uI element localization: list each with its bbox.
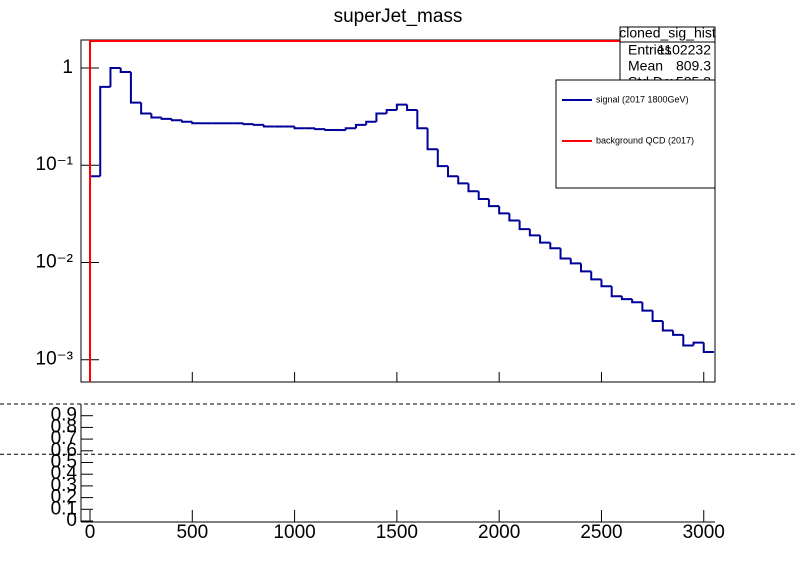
- ratio-y-tick-label: 0: [66, 510, 77, 531]
- histogram-bin: [498, 206, 510, 215]
- histogram-bin: [99, 85, 111, 177]
- ratio-y-tick-label: 0.9: [51, 405, 77, 426]
- histogram-bin: [477, 191, 489, 200]
- legend-label: background QCD (2017): [596, 135, 694, 145]
- histogram-bin: [579, 263, 592, 273]
- ratio-y-tick-label: 0.4: [51, 463, 78, 484]
- ratio-y-tick-label: 0.3: [51, 475, 77, 496]
- histogram-bin: [487, 198, 500, 208]
- x-tick-label: 0: [85, 522, 96, 543]
- histogram-bin: [354, 123, 367, 129]
- histogram-bin: [140, 102, 152, 115]
- histogram-bin: [467, 183, 479, 193]
- histogram-bin: [89, 40, 714, 382]
- ratio-y-tick-label: 0.6: [51, 440, 77, 461]
- stats-value: 809.3: [676, 58, 711, 74]
- ratio-y-tick-label: 0.5: [51, 452, 77, 473]
- x-tick-label: 3000: [683, 522, 725, 543]
- histogram-bin: [170, 118, 183, 122]
- histogram-bin: [262, 124, 275, 128]
- histogram-bin: [661, 321, 674, 332]
- histogram-bin: [569, 258, 581, 265]
- y-tick-label: 1: [62, 57, 73, 78]
- histogram-bin: [129, 71, 142, 104]
- histogram-bin: [252, 123, 264, 126]
- histogram-bin: [344, 127, 356, 131]
- histogram-bin: [119, 67, 131, 73]
- histogram-bin: [150, 113, 162, 119]
- histogram-bin: [682, 334, 694, 347]
- stats-value: 1102232: [658, 42, 712, 58]
- histogram-bin: [181, 120, 193, 123]
- histogram-bin: [631, 299, 643, 304]
- y-tick-label: 10⁻²: [36, 251, 74, 272]
- x-tick-label: 2500: [580, 522, 622, 543]
- chart-title: superJet_mass: [334, 6, 463, 27]
- x-tick-label: 500: [176, 522, 208, 543]
- x-tick-label: 1500: [376, 522, 418, 543]
- series: [89, 40, 714, 382]
- stats-label: Entries: [628, 42, 672, 58]
- histogram-bin: [651, 310, 663, 323]
- histogram-bin: [191, 121, 203, 125]
- histogram-bin: [314, 128, 326, 131]
- histogram-bin: [692, 341, 704, 346]
- ratio-y-tick-label: 0.1: [51, 498, 77, 519]
- histogram-bin: [702, 342, 714, 354]
- histogram-bin: [416, 109, 428, 130]
- histogram-bin: [160, 117, 172, 120]
- histogram-bin: [590, 271, 602, 281]
- histogram-bin: [406, 104, 418, 111]
- histogram-bin: [324, 129, 336, 132]
- histogram-bin: [672, 330, 684, 336]
- histogram-bin: [641, 302, 653, 312]
- histogram-bin: [457, 176, 469, 185]
- histogram-bin: [293, 126, 305, 130]
- ratio-y-tick-label: 0.8: [51, 416, 77, 437]
- ratio-y-tick-label: 0.2: [51, 487, 77, 508]
- histogram-bin: [539, 235, 551, 244]
- histogram-bin: [508, 213, 520, 222]
- stats-label: Mean: [628, 58, 663, 74]
- legend-label: signal (2017 1800GeV): [596, 94, 689, 104]
- histogram-bin: [426, 128, 438, 151]
- x-tick-label: 2000: [478, 522, 520, 543]
- y-tick-label: 10⁻¹: [36, 154, 74, 175]
- stats-title: cloned_sig_hist: [619, 25, 716, 41]
- y-tick-label: 10⁻³: [36, 349, 74, 370]
- histogram-bin: [385, 108, 397, 114]
- histogram-bin: [395, 103, 408, 110]
- histogram-bin: [436, 149, 449, 168]
- histogram-bin: [528, 229, 541, 237]
- ratio-y-tick-label: 0.7: [51, 428, 77, 449]
- histogram-bin: [610, 286, 622, 298]
- histogram-bin: [559, 248, 571, 260]
- histogram-bin: [549, 242, 561, 250]
- histogram-bin: [518, 220, 530, 231]
- histogram-bin: [447, 166, 459, 178]
- histogram-bin: [365, 120, 377, 125]
- histogram-bin: [242, 123, 254, 126]
- x-tick-label: 1000: [273, 522, 315, 543]
- histogram-bin: [600, 279, 612, 288]
- legend-box: [555, 79, 716, 189]
- histogram-bin: [109, 66, 121, 87]
- histogram-bin: [375, 112, 387, 122]
- histogram-bin: [620, 296, 633, 301]
